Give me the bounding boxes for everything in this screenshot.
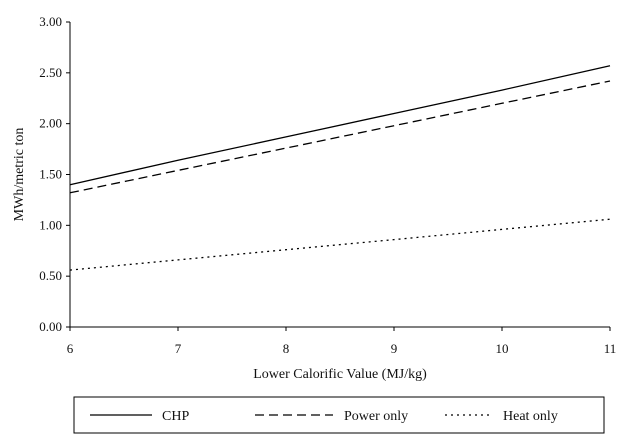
y-tick-label: 0.00 (39, 319, 62, 334)
y-ticks: 0.00 0.50 1.00 1.50 2.00 2.50 3.00 (39, 14, 70, 334)
x-ticks: 6 7 8 9 10 11 (67, 327, 617, 356)
x-axis-title: Lower Calorific Value (MJ/kg) (253, 367, 427, 382)
series-line-1 (69, 80, 611, 194)
legend-label-0: CHP (162, 409, 189, 424)
plot-lines (69, 65, 611, 271)
series-line-0 (69, 65, 611, 186)
legend-box (73, 396, 605, 434)
x-tick-label: 6 (67, 341, 74, 356)
x-tick-label: 8 (283, 341, 290, 356)
legend-label-2: Heat only (503, 409, 558, 424)
x-tick-label: 11 (604, 341, 617, 356)
y-tick-label: 1.50 (39, 167, 62, 182)
y-tick-label: 2.00 (39, 116, 62, 131)
y-tick-label: 2.50 (39, 65, 62, 80)
y-tick-label: 3.00 (39, 14, 62, 29)
x-tick-label: 9 (391, 341, 398, 356)
x-tick-label: 10 (496, 341, 509, 356)
x-tick-label: 7 (175, 341, 182, 356)
series-line-2 (69, 218, 611, 271)
y-axis-title: MWh/metric ton (12, 128, 27, 222)
y-tick-label: 1.00 (39, 217, 62, 232)
y-tick-label: 0.50 (39, 268, 62, 283)
legend-label-1: Power only (344, 409, 408, 424)
legend: CHP Power only Heat only (73, 396, 605, 434)
